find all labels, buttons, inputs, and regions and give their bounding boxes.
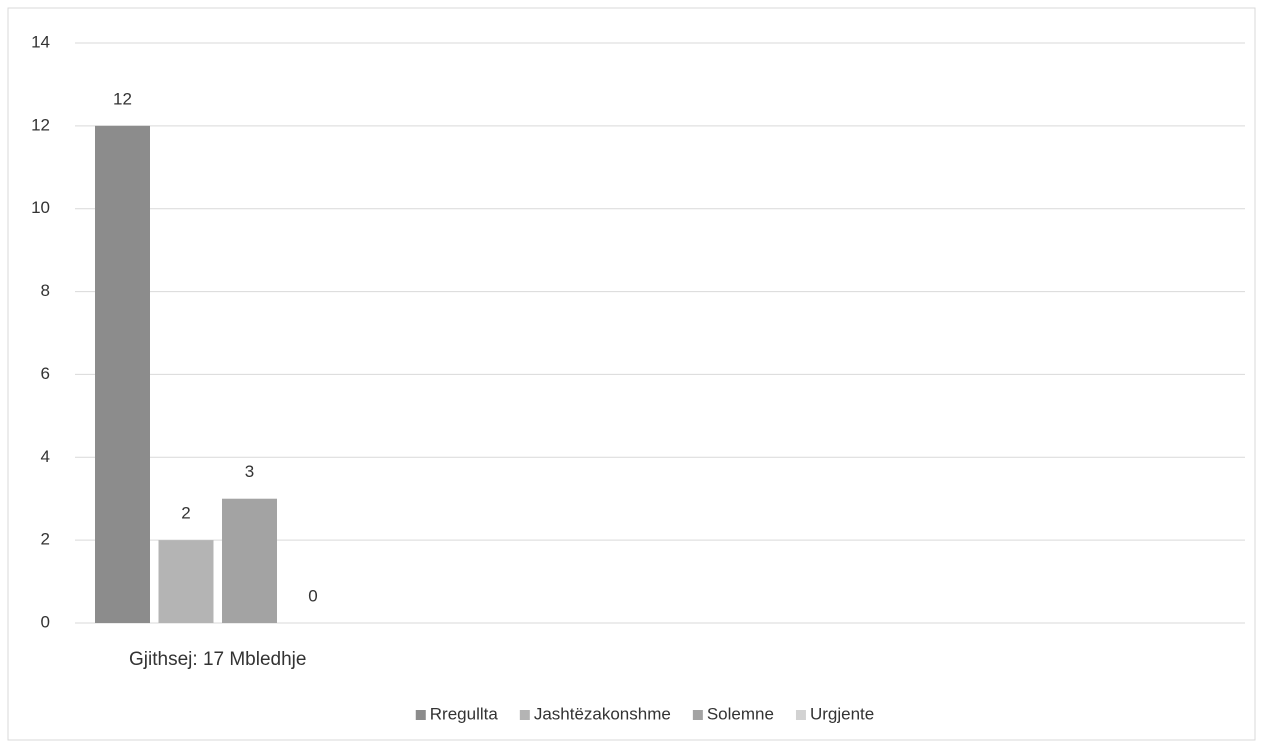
y-tick-label: 8	[41, 281, 50, 300]
data-label: 0	[308, 586, 317, 605]
data-label: 2	[181, 504, 190, 523]
y-tick-label: 2	[41, 530, 50, 549]
legend-label: Rregullta	[430, 704, 499, 723]
y-tick-label: 6	[41, 364, 50, 383]
y-tick-label: 4	[41, 447, 50, 466]
bar	[158, 540, 214, 623]
bar	[222, 498, 277, 623]
legend-swatch	[519, 710, 530, 720]
y-tick-label: 14	[31, 32, 50, 51]
data-label: 3	[245, 462, 254, 481]
x-tick-label: Gjithsej: 17 Mbledhje	[129, 649, 306, 670]
y-tick-label: 12	[31, 115, 50, 134]
legend-swatch	[795, 710, 806, 720]
y-tick-label: 0	[41, 612, 50, 631]
bar	[95, 125, 150, 623]
y-tick-label: 10	[31, 198, 50, 217]
legend-label: Solemne	[707, 704, 774, 723]
legend-swatch	[415, 710, 426, 720]
legend-label: Urgjente	[810, 704, 874, 723]
data-label: 12	[113, 89, 132, 108]
legend-swatch	[692, 710, 703, 720]
legend-label: Jashtëzakonshme	[534, 704, 671, 723]
